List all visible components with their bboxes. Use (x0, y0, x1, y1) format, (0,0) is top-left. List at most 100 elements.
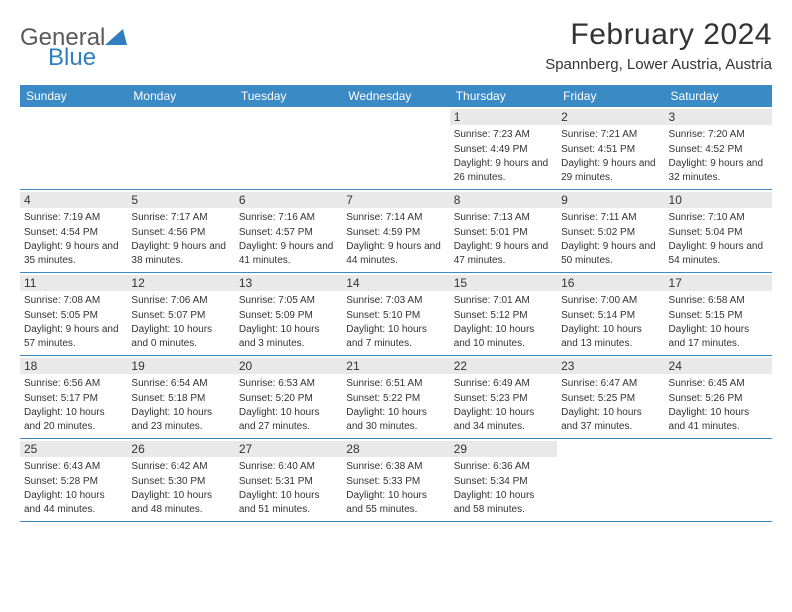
day-of-week-header: SundayMondayTuesdayWednesdayThursdayFrid… (20, 85, 772, 107)
day-cell: 8Sunrise: 7:13 AMSunset: 5:01 PMDaylight… (450, 190, 557, 272)
day-number: 29 (450, 441, 557, 457)
day-info: Sunrise: 6:40 AMSunset: 5:31 PMDaylight:… (239, 460, 338, 516)
day-info: Sunrise: 6:45 AMSunset: 5:26 PMDaylight:… (669, 377, 768, 433)
sunset-line: Sunset: 5:23 PM (454, 392, 553, 406)
sunrise-line: Sunrise: 6:45 AM (669, 377, 768, 391)
daylight-line: Daylight: 9 hours and 41 minutes. (239, 240, 338, 267)
week-row: 25 Sunrise: 6:43 AMSunset: 5:28 PMDayligh… (20, 439, 772, 522)
day-number: 15 (450, 275, 557, 291)
day-number: 27 (235, 441, 342, 457)
sunrise-line: Sunrise: 6:47 AM (561, 377, 660, 391)
daylight-line: Daylight: 9 hours and 50 minutes. (561, 240, 660, 267)
month-title: February 2024 (545, 18, 772, 52)
weeks-container: 1Sunrise: 7:23 AMSunset: 4:49 PMDaylight… (20, 107, 772, 522)
sunset-line: Sunset: 5:05 PM (24, 309, 123, 323)
sunrise-line: Sunrise: 6:40 AM (239, 460, 338, 474)
day-cell: 23Sunrise: 6:47 AMSunset: 5:25 PMDayligh… (557, 356, 664, 438)
sunset-line: Sunset: 5:20 PM (239, 392, 338, 406)
day-cell: 9Sunrise: 7:11 AMSunset: 5:02 PMDaylight… (557, 190, 664, 272)
day-cell: 12Sunrise: 7:06 AMSunset: 5:07 PMDayligh… (127, 273, 234, 355)
day-number: 9 (557, 192, 664, 208)
dow-cell: Friday (557, 85, 664, 107)
day-cell: 17Sunrise: 6:58 AMSunset: 5:15 PMDayligh… (665, 273, 772, 355)
day-cell: 4Sunrise: 7:19 AMSunset: 4:54 PMDaylight… (20, 190, 127, 272)
dow-cell: Thursday (450, 85, 557, 107)
daylight-line: Daylight: 9 hours and 47 minutes. (454, 240, 553, 267)
empty-cell (127, 107, 234, 189)
day-info: Sunrise: 7:08 AMSunset: 5:05 PMDaylight:… (24, 294, 123, 350)
sunrise-line: Sunrise: 7:13 AM (454, 211, 553, 225)
daylight-line: Daylight: 9 hours and 35 minutes. (24, 240, 123, 267)
title-block: February 2024 Spannberg, Lower Austria, … (545, 18, 772, 73)
day-info: Sunrise: 7:06 AMSunset: 5:07 PMDaylight:… (131, 294, 230, 350)
day-info: Sunrise: 7:05 AMSunset: 5:09 PMDaylight:… (239, 294, 338, 350)
day-cell: 28 Sunrise: 6:38 AMSunset: 5:33 PMDayligh… (342, 439, 449, 521)
daylight-line: Daylight: 10 hours and 55 minutes. (346, 489, 445, 516)
sunrise-line: Sunrise: 7:21 AM (561, 128, 660, 142)
day-cell: 5Sunrise: 7:17 AMSunset: 4:56 PMDaylight… (127, 190, 234, 272)
day-info: Sunrise: 6:36 AMSunset: 5:34 PMDaylight:… (454, 460, 553, 516)
header: General Blue February 2024 Spannberg, Lo… (20, 18, 772, 73)
sunset-line: Sunset: 5:12 PM (454, 309, 553, 323)
day-number: 2 (557, 109, 664, 125)
day-number: 10 (665, 192, 772, 208)
day-cell: 2Sunrise: 7:21 AMSunset: 4:51 PMDaylight… (557, 107, 664, 189)
day-number: 26 (127, 441, 234, 457)
day-info: Sunrise: 7:01 AMSunset: 5:12 PMDaylight:… (454, 294, 553, 350)
brand-logo: General Blue (20, 18, 127, 72)
sunset-line: Sunset: 5:09 PM (239, 309, 338, 323)
day-number: 24 (665, 358, 772, 374)
sunset-line: Sunset: 5:33 PM (346, 475, 445, 489)
day-cell: 13Sunrise: 7:05 AMSunset: 5:09 PMDayligh… (235, 273, 342, 355)
day-number: 18 (20, 358, 127, 374)
day-info: Sunrise: 7:13 AMSunset: 5:01 PMDaylight:… (454, 211, 553, 267)
sunset-line: Sunset: 5:17 PM (24, 392, 123, 406)
day-cell: 14Sunrise: 7:03 AMSunset: 5:10 PMDayligh… (342, 273, 449, 355)
day-cell: 3Sunrise: 7:20 AMSunset: 4:52 PMDaylight… (665, 107, 772, 189)
day-number: 6 (235, 192, 342, 208)
sunrise-line: Sunrise: 7:20 AM (669, 128, 768, 142)
day-number: 21 (342, 358, 449, 374)
day-number: 25 (20, 441, 127, 457)
sunset-line: Sunset: 4:54 PM (24, 226, 123, 240)
sunset-line: Sunset: 5:22 PM (346, 392, 445, 406)
sunrise-line: Sunrise: 6:38 AM (346, 460, 445, 474)
day-number: 17 (665, 275, 772, 291)
day-info: Sunrise: 6:43 AMSunset: 5:28 PMDaylight:… (24, 460, 123, 516)
dow-cell: Tuesday (235, 85, 342, 107)
sunset-line: Sunset: 4:49 PM (454, 143, 553, 157)
day-number: 3 (665, 109, 772, 125)
day-info: Sunrise: 6:42 AMSunset: 5:30 PMDaylight:… (131, 460, 230, 516)
day-info: Sunrise: 7:03 AMSunset: 5:10 PMDaylight:… (346, 294, 445, 350)
sunrise-line: Sunrise: 7:17 AM (131, 211, 230, 225)
day-info: Sunrise: 7:10 AMSunset: 5:04 PMDaylight:… (669, 211, 768, 267)
daylight-line: Daylight: 10 hours and 0 minutes. (131, 323, 230, 350)
sunset-line: Sunset: 5:01 PM (454, 226, 553, 240)
brand-name-b: Blue (48, 44, 96, 71)
day-number: 28 (342, 441, 449, 457)
day-info: Sunrise: 6:56 AMSunset: 5:17 PMDaylight:… (24, 377, 123, 433)
daylight-line: Daylight: 10 hours and 48 minutes. (131, 489, 230, 516)
day-number: 7 (342, 192, 449, 208)
empty-cell (342, 107, 449, 189)
day-number: 22 (450, 358, 557, 374)
sunrise-line: Sunrise: 7:10 AM (669, 211, 768, 225)
dow-cell: Saturday (665, 85, 772, 107)
sunset-line: Sunset: 5:10 PM (346, 309, 445, 323)
sunrise-line: Sunrise: 7:16 AM (239, 211, 338, 225)
day-info: Sunrise: 7:23 AMSunset: 4:49 PMDaylight:… (454, 128, 553, 184)
week-row: 1Sunrise: 7:23 AMSunset: 4:49 PMDaylight… (20, 107, 772, 190)
calendar: SundayMondayTuesdayWednesdayThursdayFrid… (20, 85, 772, 522)
sunset-line: Sunset: 5:26 PM (669, 392, 768, 406)
day-cell: 16Sunrise: 7:00 AMSunset: 5:14 PMDayligh… (557, 273, 664, 355)
day-number: 19 (127, 358, 234, 374)
sunrise-line: Sunrise: 7:06 AM (131, 294, 230, 308)
day-info: Sunrise: 7:16 AMSunset: 4:57 PMDaylight:… (239, 211, 338, 267)
day-cell: 21Sunrise: 6:51 AMSunset: 5:22 PMDayligh… (342, 356, 449, 438)
sunset-line: Sunset: 5:04 PM (669, 226, 768, 240)
sunrise-line: Sunrise: 6:58 AM (669, 294, 768, 308)
day-info: Sunrise: 7:14 AMSunset: 4:59 PMDaylight:… (346, 211, 445, 267)
day-info: Sunrise: 6:38 AMSunset: 5:33 PMDaylight:… (346, 460, 445, 516)
day-cell: 1Sunrise: 7:23 AMSunset: 4:49 PMDaylight… (450, 107, 557, 189)
dow-cell: Wednesday (342, 85, 449, 107)
